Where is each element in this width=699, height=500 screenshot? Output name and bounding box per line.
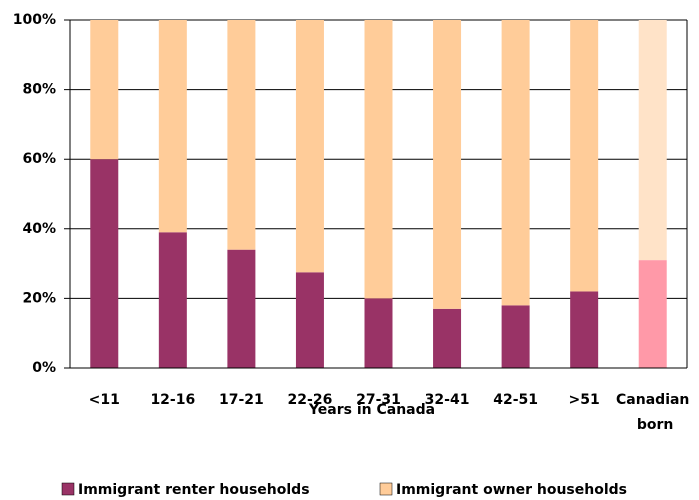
legend-swatch (379, 482, 393, 496)
y-tick-label: 100% (13, 12, 56, 28)
y-tick-label: 20% (22, 290, 56, 306)
x-tick-label: 22-26 (288, 392, 333, 408)
legend-swatch (61, 482, 75, 496)
bar-segment (638, 20, 667, 261)
y-tick-label: 0% (32, 360, 56, 376)
bar-segment (364, 20, 393, 299)
bar-segment (364, 298, 393, 368)
x-tick-label: >51 (569, 392, 600, 408)
legend-label: Immigrant owner households (396, 482, 627, 498)
bar-segment (501, 305, 530, 368)
x-tick-label: 32-41 (425, 392, 470, 408)
bar-segment (90, 20, 119, 160)
x-tick-label: <11 (89, 392, 120, 408)
y-tick-label: 80% (22, 82, 56, 98)
bar-segment (570, 291, 599, 368)
bar-segment (501, 20, 530, 306)
x-tick-label: 17-21 (219, 392, 264, 408)
bar-segment (227, 20, 256, 250)
bar-segment (433, 308, 462, 368)
bar-segment (90, 159, 119, 368)
bar-segment (227, 249, 256, 368)
bar-segment (158, 232, 187, 368)
x-tick-label: 27-31 (356, 392, 401, 408)
bar-segment (295, 272, 324, 368)
bar-segment (638, 260, 667, 368)
x-tick-label: 42-51 (493, 392, 538, 408)
bar-segment (295, 20, 324, 273)
bar-segment (158, 20, 187, 233)
bar-segment (433, 20, 462, 309)
y-tick-label: 40% (22, 221, 56, 237)
x-tick-label: 12-16 (150, 392, 195, 408)
y-tick-label: 60% (22, 151, 56, 167)
legend-label: Immigrant renter households (78, 482, 310, 498)
x-tick-label: Canadian born (616, 392, 689, 433)
bar-segment (570, 20, 599, 292)
x-axis-title: Years in Canada (308, 402, 435, 418)
